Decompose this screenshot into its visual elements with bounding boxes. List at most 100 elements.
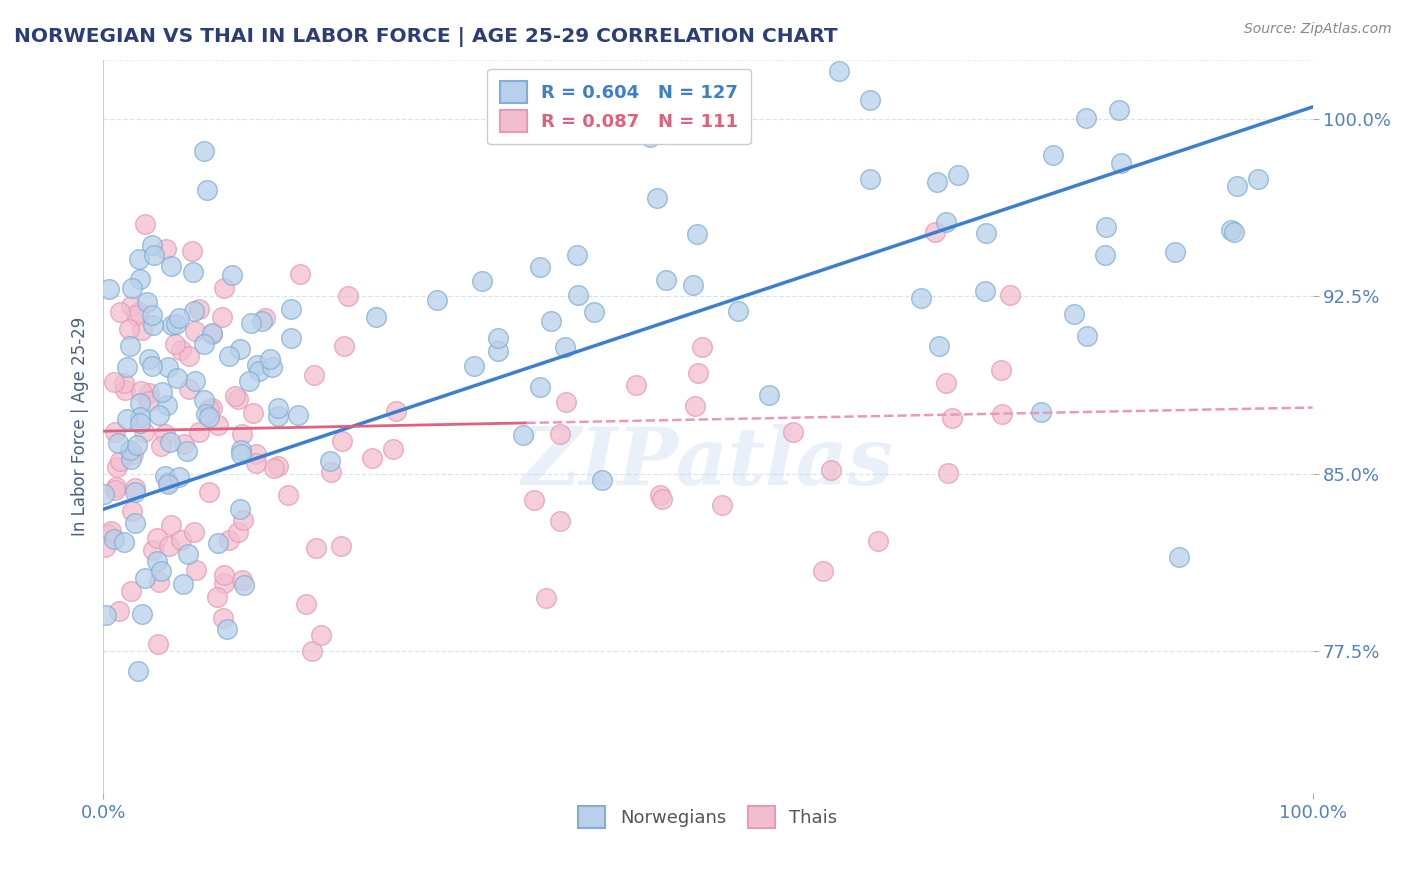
Point [727,304,749,318]
Point [170,343,193,357]
Point [624,378,647,392]
Point [654,273,676,287]
Point [165,337,187,351]
Point [859,171,882,186]
Point [155,242,177,256]
Point [936,466,959,480]
Point [184,324,207,338]
Point [159,435,181,450]
Point [166,371,188,385]
Point [711,498,734,512]
Point [181,265,204,279]
Point [93,487,115,501]
Point [201,326,224,341]
Point [112,376,135,390]
Point [142,542,165,557]
Point [1076,328,1098,343]
Point [141,308,163,322]
Point [212,576,235,591]
Point [198,410,221,425]
Point [131,323,153,337]
Point [231,426,253,441]
Point [124,481,146,495]
Point [935,215,957,229]
Point [229,343,252,357]
Point [287,408,309,422]
Point [150,385,173,400]
Point [229,501,252,516]
Point [548,514,571,528]
Point [156,475,179,490]
Point [683,399,706,413]
Point [782,425,804,439]
Point [159,517,181,532]
Point [97,282,120,296]
Point [277,488,299,502]
Point [360,450,382,465]
Point [686,227,709,241]
Point [1219,223,1241,237]
Point [138,352,160,367]
Point [267,401,290,416]
Point [336,289,359,303]
Point [974,227,997,241]
Point [100,524,122,538]
Point [118,321,141,335]
Point [153,469,176,483]
Point [138,394,160,409]
Point [267,458,290,473]
Point [990,408,1012,422]
Point [212,281,235,295]
Point [124,516,146,531]
Point [135,294,157,309]
Point [157,360,180,375]
Point [218,533,240,547]
Point [688,367,710,381]
Point [120,299,142,313]
Point [170,533,193,548]
Point [529,379,551,393]
Point [329,540,352,554]
Point [156,477,179,491]
Point [758,388,780,402]
Point [330,434,353,449]
Point [935,376,957,390]
Point [1076,111,1098,125]
Point [811,564,834,578]
Point [120,451,142,466]
Point [131,607,153,621]
Point [305,541,328,556]
Point [177,382,200,396]
Point [998,288,1021,302]
Point [179,349,201,363]
Point [180,244,202,258]
Point [226,392,249,406]
Point [263,461,285,475]
Point [828,64,851,78]
Point [946,169,969,183]
Point [319,454,342,468]
Point [104,483,127,497]
Point [142,248,165,262]
Point [128,305,150,319]
Point [536,591,558,605]
Point [96,526,118,541]
Point [193,336,215,351]
Point [132,425,155,439]
Point [259,352,281,367]
Point [550,426,572,441]
Point [114,383,136,397]
Point [194,408,217,422]
Point [207,417,229,432]
Point [690,340,713,354]
Point [148,637,170,651]
Point [141,238,163,252]
Point [990,362,1012,376]
Point [463,359,485,373]
Point [104,425,127,439]
Point [229,447,252,461]
Y-axis label: In Labor Force | Age 25-29: In Labor Force | Age 25-29 [72,317,89,536]
Point [924,225,946,239]
Point [150,564,173,578]
Point [193,392,215,407]
